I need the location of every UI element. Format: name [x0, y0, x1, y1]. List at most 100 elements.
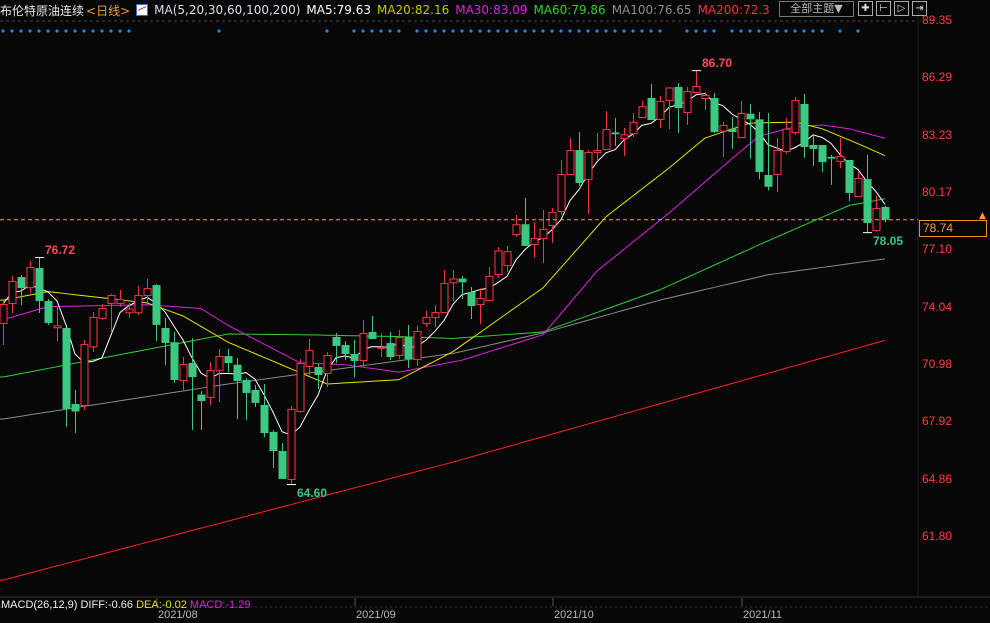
candle-body: [152, 285, 161, 325]
event-marker: [523, 29, 527, 33]
candle-up: [116, 289, 125, 307]
event-marker: [739, 29, 743, 33]
event-marker: [685, 29, 689, 33]
candle-up: [665, 86, 674, 130]
candle-body: [791, 100, 800, 134]
candle-down: [368, 315, 377, 340]
candle-body: [278, 451, 287, 479]
candle-down: [764, 112, 773, 191]
candle-body: [107, 295, 116, 305]
candle-down: [647, 83, 656, 121]
candle-body: [773, 150, 782, 176]
theme-dropdown[interactable]: 全部主题▼: [779, 1, 854, 17]
candle-body: [611, 132, 620, 135]
ma30-line: [0, 124, 886, 373]
candle-up: [602, 111, 611, 150]
event-marker: [757, 29, 761, 33]
candle-body: [80, 344, 89, 406]
candle-down: [350, 339, 359, 378]
candle-body: [755, 119, 764, 172]
candle-body: [719, 124, 728, 132]
candle-up: [287, 405, 296, 485]
event-marker: [613, 29, 617, 33]
event-marker: [1, 29, 5, 33]
candle-up: [656, 95, 665, 128]
candle-up: [566, 138, 575, 176]
event-marker: [748, 29, 752, 33]
candle-up: [539, 209, 548, 263]
candle-body: [332, 336, 341, 346]
ma200-line: [0, 339, 886, 581]
candle-up: [422, 310, 431, 328]
candle-body: [359, 333, 368, 362]
candle-body: [557, 174, 566, 212]
candle-body: [206, 369, 215, 398]
event-marker: [487, 29, 491, 33]
event-marker: [127, 29, 131, 33]
scroll-up-icon[interactable]: ▲: [979, 211, 986, 221]
y-axis-tick-label: 64.86: [922, 471, 953, 486]
event-marker: [703, 29, 707, 33]
crosshair-icon[interactable]: ✚: [858, 1, 873, 16]
candle-body: [44, 301, 53, 323]
candle-body: [116, 299, 125, 304]
candle-body: [386, 342, 395, 358]
candle-up: [530, 221, 539, 258]
candle-down: [251, 384, 260, 408]
event-marker: [424, 29, 428, 33]
event-marker: [622, 29, 626, 33]
event-marker: [352, 29, 356, 33]
candle-body: [449, 278, 458, 284]
ma60-value: MA60:79.86: [533, 3, 606, 17]
candle-body: [134, 295, 143, 314]
event-marker: [19, 29, 23, 33]
candle-up: [629, 112, 638, 138]
candle-up: [125, 303, 134, 319]
candle-body: [458, 278, 467, 283]
candle-body: [881, 206, 890, 220]
event-marker: [838, 29, 842, 33]
candle-body: [215, 356, 224, 372]
zoom-range-icon[interactable]: ⊢: [876, 1, 891, 16]
low-price-annotation: 78.05: [873, 233, 904, 248]
candle-up: [773, 138, 782, 193]
candle-body: [260, 404, 269, 434]
event-marker: [118, 29, 122, 33]
candle-body: [638, 106, 647, 119]
candle-up: [548, 207, 557, 243]
event-marker: [325, 29, 329, 33]
candle-body: [431, 312, 440, 318]
event-marker: [514, 29, 518, 33]
period-selector[interactable]: <日线>: [86, 3, 131, 18]
event-marker: [46, 29, 50, 33]
event-marker: [37, 29, 41, 33]
event-marker: [433, 29, 437, 33]
play-step-icon[interactable]: ▷: [894, 1, 909, 16]
event-marker: [505, 29, 509, 33]
candle-body: [593, 150, 602, 153]
ma-indicator-icon[interactable]: [136, 4, 149, 16]
ma20-line: [0, 121, 886, 385]
candle-body: [512, 224, 521, 235]
move-right-icon[interactable]: ⇥: [912, 1, 927, 16]
candle-down: [44, 298, 53, 325]
candle-down: [809, 133, 818, 166]
event-marker: [28, 29, 32, 33]
chart-header: 布伦特原油连续 <日线> MA(5,20,30,60,100,200) MA5:…: [0, 2, 770, 18]
event-marker: [775, 29, 779, 33]
candle-body: [287, 408, 296, 480]
candle-up: [791, 97, 800, 136]
x-axis-tick-label: 2021/10: [554, 609, 594, 621]
candle-up: [593, 133, 602, 160]
candle-body: [161, 327, 170, 343]
candle-body: [197, 394, 206, 402]
candle-body: [296, 363, 305, 412]
candle-down: [467, 286, 476, 319]
candle-down: [197, 391, 206, 431]
candle-body: [188, 363, 197, 378]
event-marker: [586, 29, 590, 33]
candle-down: [260, 383, 269, 437]
event-marker: [577, 29, 581, 33]
candle-down: [71, 389, 80, 434]
